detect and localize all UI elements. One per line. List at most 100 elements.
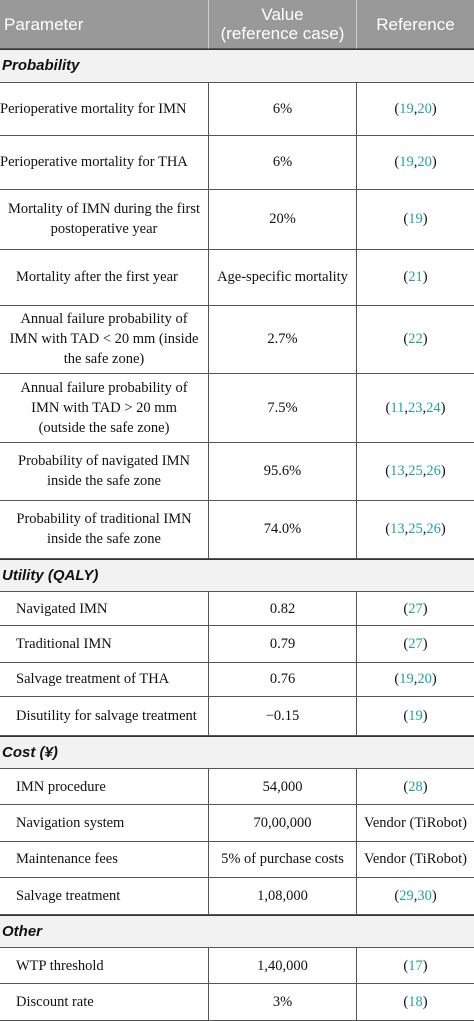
citation-separator: , bbox=[413, 671, 418, 688]
value-text: 74.0% bbox=[263, 521, 302, 538]
citation-link[interactable]: 19 bbox=[399, 671, 414, 688]
value-text: 70,00,000 bbox=[253, 815, 312, 832]
citation-link[interactable]: 29 bbox=[399, 887, 414, 904]
citation-close-paren: ) bbox=[440, 400, 446, 417]
citation-close-paren: ) bbox=[431, 100, 437, 117]
reference-cell: (19) bbox=[356, 697, 474, 736]
citation-separator: , bbox=[422, 400, 427, 417]
citation-open-paren: ( bbox=[394, 887, 400, 904]
value-cell: 0.76 bbox=[208, 662, 356, 697]
citation-link[interactable]: 21 bbox=[408, 269, 423, 286]
citation-open-paren: ( bbox=[403, 957, 409, 974]
citation-open-paren: ( bbox=[403, 778, 409, 795]
citation-close-paren: ) bbox=[422, 635, 428, 652]
parameter-text: Disutility for salvage treatment bbox=[16, 707, 197, 724]
value-cell: 20% bbox=[208, 189, 356, 250]
citation-link[interactable]: 26 bbox=[426, 521, 441, 538]
citation-link[interactable]: 24 bbox=[426, 400, 441, 417]
reference-text: Vendor (TiRobot) bbox=[364, 851, 467, 868]
citation-separator: , bbox=[413, 887, 418, 904]
parameter-text: IMN procedure bbox=[16, 778, 106, 795]
citation-separator: , bbox=[413, 100, 418, 117]
citation-link[interactable]: 18 bbox=[408, 994, 423, 1011]
parameter-cell: Disutility for salvage treatment bbox=[0, 697, 208, 736]
citation-link[interactable]: 11 bbox=[390, 400, 405, 417]
value-text: 6% bbox=[272, 154, 293, 171]
citation-separator: , bbox=[413, 154, 418, 171]
citation-separator: , bbox=[422, 463, 427, 480]
citation-link[interactable]: 17 bbox=[408, 957, 423, 974]
citation-link[interactable]: 20 bbox=[417, 671, 432, 688]
citation-close-paren: ) bbox=[431, 154, 437, 171]
parameter-text: Salvage treatment bbox=[16, 887, 121, 904]
parameter-text: Maintenance fees bbox=[16, 851, 118, 868]
citation-open-paren: ( bbox=[403, 600, 409, 617]
citation-link[interactable]: 23 bbox=[407, 400, 423, 417]
citation-link[interactable]: 13 bbox=[390, 521, 405, 538]
reference-cell: (29, 30) bbox=[356, 878, 474, 915]
citation-open-paren: ( bbox=[394, 154, 400, 171]
value-cell: 70,00,000 bbox=[208, 805, 356, 842]
reference-cell: (11, 23, 24) bbox=[356, 374, 474, 443]
citation-link[interactable]: 13 bbox=[390, 463, 405, 480]
value-text: 7.5% bbox=[267, 400, 298, 417]
value-cell: 74.0% bbox=[208, 500, 356, 559]
citation-link[interactable]: 20 bbox=[417, 154, 432, 171]
reference-cell: (27) bbox=[356, 591, 474, 627]
citation-link[interactable]: 19 bbox=[408, 707, 423, 724]
value-cell: Age-specific mortality bbox=[208, 249, 356, 306]
parameter-cell: Navigation system bbox=[0, 805, 208, 842]
citation-link[interactable]: 19 bbox=[408, 211, 423, 228]
value-text: 20% bbox=[269, 211, 296, 228]
citation-open-paren: ( bbox=[403, 635, 409, 652]
citation-link[interactable]: 20 bbox=[417, 100, 432, 117]
parameter-text: Probability of traditional IMN inside th… bbox=[16, 511, 192, 548]
value-cell: 0.82 bbox=[208, 591, 356, 627]
parameter-cell: Salvage treatment bbox=[0, 878, 208, 915]
citation-link[interactable]: 22 bbox=[408, 331, 423, 348]
parameter-text: Traditional IMN bbox=[16, 635, 112, 652]
header-value-line1: Value bbox=[261, 5, 304, 25]
parameter-text: Mortality of IMN during the first postop… bbox=[7, 201, 201, 238]
value-text: 0.82 bbox=[269, 600, 296, 617]
parameter-cell: Salvage treatment of THA bbox=[0, 662, 208, 697]
citation-open-paren: ( bbox=[403, 707, 409, 724]
citation-link[interactable]: 27 bbox=[408, 600, 423, 617]
citation-close-paren: ) bbox=[422, 957, 428, 974]
citation-open-paren: ( bbox=[385, 521, 391, 538]
value-text: 1,08,000 bbox=[257, 887, 308, 904]
parameter-text: Salvage treatment of THA bbox=[16, 671, 170, 688]
citation-link[interactable]: 25 bbox=[408, 521, 423, 538]
parameter-cell: Navigated IMN bbox=[0, 591, 208, 627]
header-value-label: Value (reference case) bbox=[221, 5, 345, 43]
value-cell: 5% of purchase costs bbox=[208, 841, 356, 879]
value-cell: −0.15 bbox=[208, 697, 356, 736]
value-cell: 0.79 bbox=[208, 626, 356, 663]
parameter-cell: Traditional IMN bbox=[0, 626, 208, 663]
section-heading: Utility (QALY) bbox=[0, 558, 474, 592]
parameter-cell: Mortality of IMN during the first postop… bbox=[0, 189, 208, 250]
citation-link[interactable]: 28 bbox=[408, 778, 423, 795]
value-cell: 7.5% bbox=[208, 374, 356, 443]
citation-link[interactable]: 25 bbox=[408, 463, 423, 480]
section-title: Probability bbox=[2, 57, 80, 75]
citation-close-paren: ) bbox=[422, 600, 428, 617]
parameter-text: Mortality after the first year bbox=[16, 269, 178, 286]
value-cell: 6% bbox=[208, 136, 356, 190]
citation-open-paren: ( bbox=[394, 671, 400, 688]
citation-close-paren: ) bbox=[422, 994, 428, 1011]
header-value: Value (reference case) bbox=[208, 0, 356, 50]
citation-link[interactable]: 19 bbox=[399, 154, 414, 171]
citation-open-paren: ( bbox=[385, 400, 391, 417]
citation-open-paren: ( bbox=[394, 100, 400, 117]
citation-link[interactable]: 26 bbox=[426, 463, 441, 480]
section-title: Cost (¥) bbox=[2, 743, 58, 761]
value-text: 6% bbox=[272, 100, 293, 117]
parameter-text: Discount rate bbox=[16, 994, 94, 1011]
citation-link[interactable]: 27 bbox=[408, 635, 423, 652]
citation-link[interactable]: 19 bbox=[399, 100, 414, 117]
reference-cell: (19, 20) bbox=[356, 136, 474, 190]
parameter-cell: Annual failure probability of IMN with T… bbox=[0, 305, 208, 375]
citation-link[interactable]: 30 bbox=[417, 887, 432, 904]
value-cell: 95.6% bbox=[208, 442, 356, 501]
